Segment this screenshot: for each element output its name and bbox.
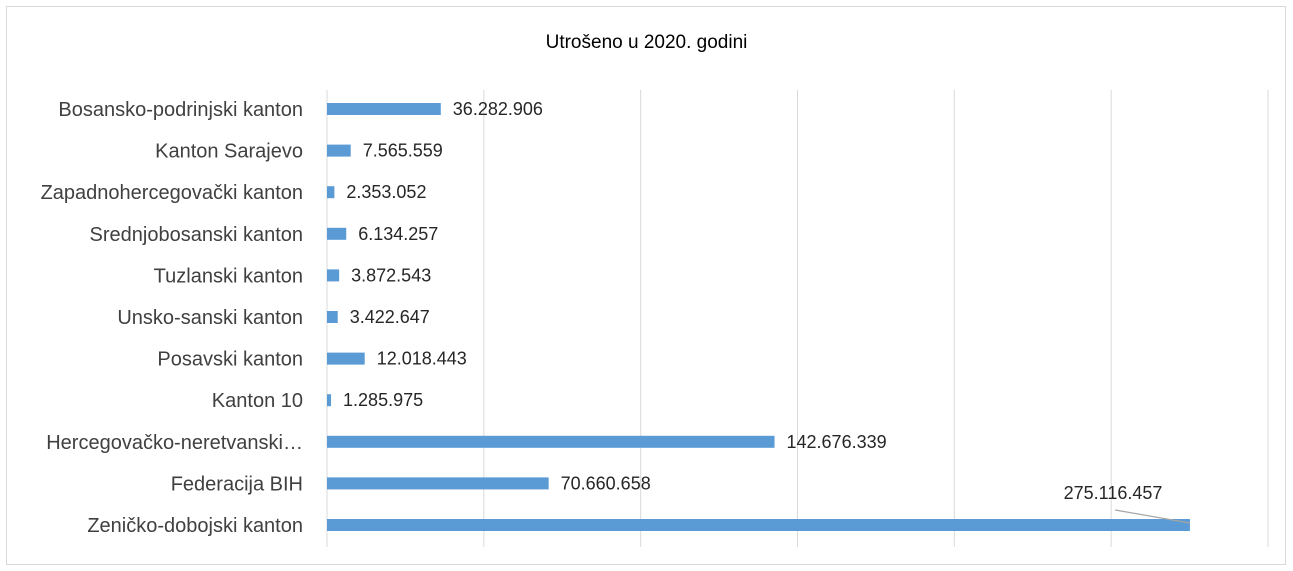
data-label: 2.353.052 bbox=[346, 182, 426, 202]
leader-line bbox=[1114, 509, 1191, 524]
category-label: Posavski kanton bbox=[157, 349, 303, 371]
bar bbox=[327, 186, 335, 199]
data-label: 1.285.975 bbox=[343, 390, 423, 410]
bar bbox=[327, 394, 332, 407]
bar bbox=[327, 269, 340, 282]
category-label: Srednjobosanski kanton bbox=[90, 224, 303, 246]
bar bbox=[327, 311, 338, 323]
data-label: 12.018.443 bbox=[377, 349, 467, 369]
bar bbox=[327, 519, 1190, 531]
category-label: Federacija BIH bbox=[171, 473, 303, 495]
data-label: 142.676.339 bbox=[787, 432, 887, 452]
data-label: 3.422.647 bbox=[350, 307, 430, 327]
data-label: 275.116.457 bbox=[1064, 483, 1163, 503]
data-label: 3.872.543 bbox=[351, 265, 431, 285]
category-label: Zeničko-dobojski kanton bbox=[87, 515, 303, 537]
category-label: Unsko-sanski kanton bbox=[117, 307, 303, 329]
chart-title: Utrošeno u 2020. godini bbox=[545, 32, 748, 53]
data-label: 70.660.658 bbox=[561, 473, 651, 493]
category-label: Bosansko-podrinjski kanton bbox=[58, 99, 303, 121]
bar bbox=[327, 352, 365, 365]
data-label: 7.565.559 bbox=[363, 141, 443, 161]
data-label: 36.282.906 bbox=[453, 99, 543, 119]
category-label: Tuzlanski kanton bbox=[154, 265, 303, 287]
category-label: Kanton 10 bbox=[212, 390, 303, 412]
bar bbox=[327, 477, 549, 490]
category-label: Zapadnohercegovački kanton bbox=[41, 182, 303, 204]
bar bbox=[327, 144, 351, 157]
chart-frame bbox=[6, 6, 1286, 565]
bar bbox=[327, 227, 347, 240]
category-label: Hercegovačko-neretvanski… bbox=[46, 432, 303, 454]
bar bbox=[327, 103, 441, 115]
data-label: 6.134.257 bbox=[358, 224, 438, 244]
category-label: Kanton Sarajevo bbox=[155, 141, 303, 163]
bar bbox=[327, 435, 775, 448]
